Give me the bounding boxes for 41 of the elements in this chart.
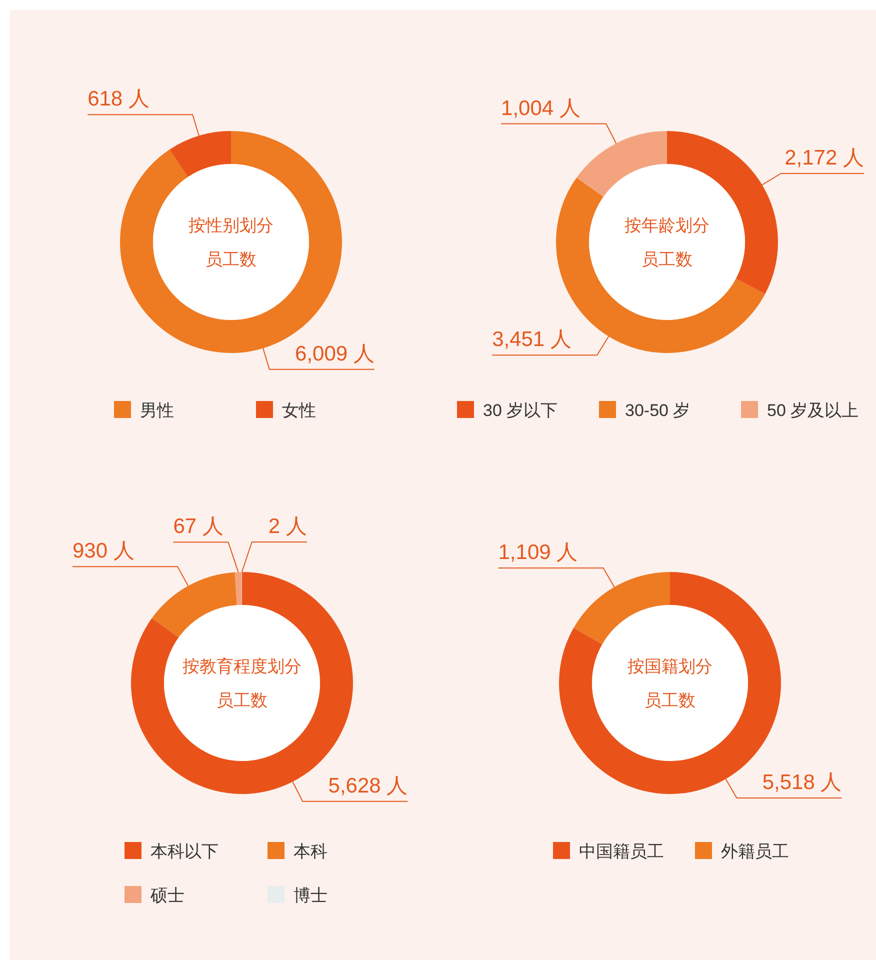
text: 按性别划分 — [188, 216, 274, 235]
legend-label: 博士 — [294, 886, 328, 905]
legend-label: 中国籍员工 — [579, 842, 664, 861]
legend-label: 本科 — [294, 842, 328, 861]
data-label: 930 人 — [72, 540, 134, 563]
text: 按国籍划分 — [628, 657, 712, 676]
legend-item: 本科 — [268, 842, 328, 861]
legend-item: 男性 — [114, 401, 174, 420]
legend-item: 50 岁及以上 — [741, 401, 859, 420]
legend-label: 本科以下 — [150, 842, 218, 861]
legend-label: 硕士 — [150, 886, 184, 905]
data-label: 5,518 人 — [762, 771, 842, 794]
text: 员工数 — [206, 250, 256, 269]
legend-item: 博士 — [268, 886, 328, 905]
legend-label: 50 岁及以上 — [767, 401, 859, 420]
legend-item: 本科以下 — [124, 842, 218, 861]
legend-label: 外籍员工 — [721, 842, 789, 861]
data-label: 618 人 — [88, 88, 150, 111]
data-label: 2 人 — [268, 515, 307, 538]
legend-item: 30 岁以下 — [457, 401, 558, 420]
text: 按教育程度划分 — [182, 657, 302, 676]
data-label: 6,009 人 — [295, 342, 374, 366]
text: 员工数 — [644, 691, 696, 710]
text: 员工数 — [642, 250, 692, 269]
legend-label: 30-50 岁 — [625, 401, 690, 420]
legend-item: 外籍员工 — [695, 842, 789, 861]
data-label: 1,004 人 — [501, 96, 580, 120]
legend-label: 女性 — [282, 401, 316, 420]
legend-label: 男性 — [140, 401, 174, 420]
data-label: 5,628 人 — [328, 774, 408, 798]
data-label: 2,172 人 — [784, 146, 864, 170]
legend-item: 硕士 — [124, 886, 184, 905]
legend-item: 女性 — [256, 401, 316, 420]
data-label: 67 人 — [173, 515, 224, 538]
legend-item: 30-50 岁 — [599, 401, 690, 420]
text: 按年龄划分 — [624, 216, 710, 235]
text: 员工数 — [216, 691, 268, 710]
data-label: 1,109 人 — [498, 540, 578, 564]
legend-label: 30 岁以下 — [483, 401, 558, 420]
legend-item: 中国籍员工 — [553, 842, 664, 861]
data-label: 3,451 人 — [492, 328, 572, 352]
